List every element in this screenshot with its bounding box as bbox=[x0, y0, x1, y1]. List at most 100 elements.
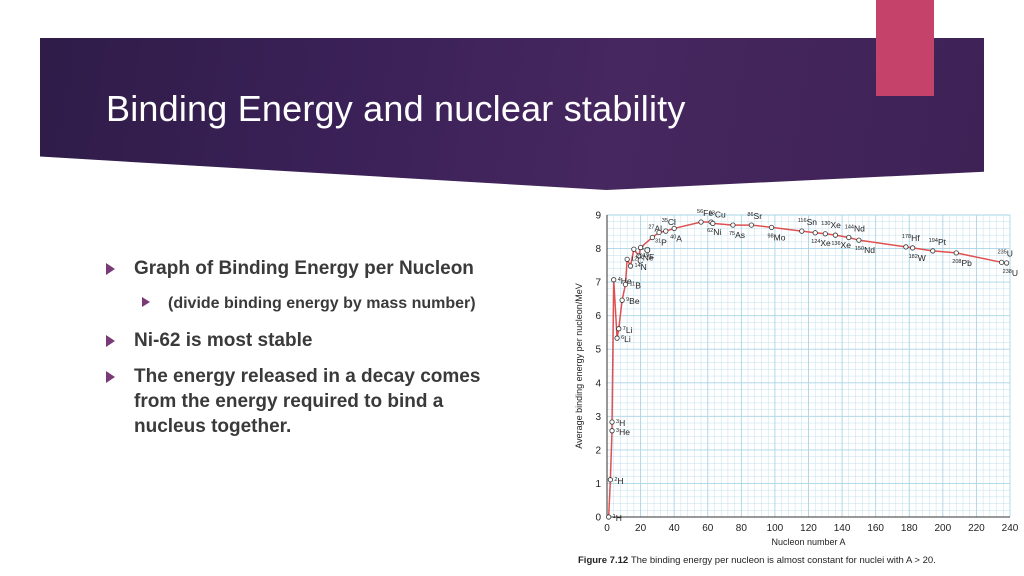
nuclide-label: 40A bbox=[670, 233, 682, 243]
nuclide-label: 235U bbox=[998, 248, 1013, 258]
data-point bbox=[609, 428, 615, 434]
nuclide-label: 12C bbox=[631, 255, 643, 265]
y-tick-label: 6 bbox=[595, 311, 601, 322]
x-tick-label: 20 bbox=[635, 523, 647, 534]
nuclide-label: 1H bbox=[613, 513, 622, 523]
accent-tab bbox=[876, 0, 934, 96]
y-tick-label: 7 bbox=[595, 278, 601, 289]
nuclide-label: 130Xe bbox=[821, 220, 841, 230]
y-tick-label: 8 bbox=[595, 244, 601, 255]
nuclide-label: 178Hf bbox=[902, 233, 920, 243]
nuclide-label: 98Mo bbox=[768, 232, 786, 242]
slide-title: Binding Energy and nuclear stability bbox=[106, 88, 686, 129]
data-point bbox=[730, 222, 736, 228]
y-tick-label: 2 bbox=[595, 445, 601, 456]
y-tick-label: 3 bbox=[595, 412, 601, 423]
nuclide-label: 35Cl bbox=[662, 217, 676, 227]
data-point bbox=[768, 224, 775, 231]
x-tick-label: 80 bbox=[736, 523, 748, 534]
nuclide-label: 4He bbox=[618, 276, 632, 286]
data-point bbox=[611, 277, 617, 283]
nuclide-label: 27Al bbox=[648, 223, 662, 233]
data-point bbox=[1004, 260, 1010, 266]
data-point bbox=[710, 220, 716, 226]
data-point bbox=[631, 246, 637, 252]
data-point bbox=[832, 232, 838, 238]
y-tick-label: 5 bbox=[595, 345, 601, 356]
nuclide-label: 31P bbox=[655, 237, 667, 247]
data-point bbox=[748, 222, 755, 228]
data-point bbox=[616, 326, 622, 332]
bullet-arrow-icon bbox=[106, 371, 115, 383]
x-tick-label: 180 bbox=[901, 523, 918, 534]
nuclide-label: 238U bbox=[1003, 268, 1018, 278]
bullet-item: The energy released in a decay comes fro… bbox=[106, 364, 566, 439]
data-point bbox=[619, 297, 625, 303]
binding-energy-chart: 0 20 40 60 80 100 120 140 160 180 200 220 2400123456… bbox=[574, 208, 1019, 566]
nuclide-label: 144Nd bbox=[845, 223, 865, 233]
data-point bbox=[614, 335, 620, 341]
x-tick-label: 60 bbox=[702, 523, 714, 534]
nuclide-label: 2H bbox=[614, 476, 623, 486]
x-tick-label: 140 bbox=[834, 523, 851, 534]
data-point bbox=[636, 253, 642, 259]
data-point bbox=[671, 225, 677, 232]
title-banner bbox=[40, 38, 984, 190]
x-tick-label: 240 bbox=[1002, 523, 1019, 534]
bullet-text: (divide binding energy by mass number) bbox=[168, 295, 476, 312]
figure-caption: Figure 7.12 The binding energy per nucle… bbox=[578, 555, 936, 566]
data-point bbox=[999, 259, 1005, 265]
bullet-text: Ni-62 is most stable bbox=[134, 330, 313, 351]
data-point bbox=[622, 281, 629, 288]
nuclide-label: 14N bbox=[635, 262, 647, 272]
data-point bbox=[698, 219, 704, 225]
nuclide-label: 19F bbox=[643, 252, 654, 262]
nuclide-label: 208Pb bbox=[952, 258, 972, 268]
x-tick-label: 100 bbox=[767, 523, 784, 534]
data-point bbox=[930, 248, 936, 254]
nuclide-label: 6Li bbox=[621, 334, 631, 344]
nuclide-label: 86Sr bbox=[747, 211, 762, 221]
data-point bbox=[846, 234, 852, 241]
y-tick-label: 1 bbox=[595, 479, 601, 490]
nuclide-label: 20Ne bbox=[637, 253, 654, 263]
nuclide-label: 182W bbox=[909, 253, 926, 263]
data-point bbox=[663, 228, 669, 234]
data-point bbox=[856, 237, 862, 243]
data-point bbox=[609, 419, 615, 425]
data-point bbox=[799, 228, 805, 234]
y-axis-label: Average binding energy per nucleon/MeV bbox=[574, 283, 584, 448]
bullet-text: Graph of Binding Energy per Nucleon bbox=[134, 258, 474, 279]
nuclide-label: 136Xe bbox=[831, 240, 851, 250]
data-point bbox=[656, 229, 662, 236]
data-point bbox=[910, 245, 916, 251]
x-tick-label: 0 bbox=[604, 523, 610, 534]
x-tick-label: 120 bbox=[800, 523, 817, 534]
data-point bbox=[649, 234, 655, 241]
x-tick-label: 200 bbox=[934, 523, 951, 534]
data-point bbox=[627, 263, 634, 269]
nuclide-label: 63Cu bbox=[709, 209, 726, 219]
bullet-item: Ni-62 is most stable bbox=[106, 328, 566, 353]
bullet-arrow-icon bbox=[142, 297, 150, 307]
bullet-text-line: nucleus together. bbox=[134, 416, 292, 437]
bullet-list: Graph of Binding Energy per Nucleon (div… bbox=[106, 256, 566, 439]
nuclide-label: 124Xe bbox=[811, 238, 831, 248]
y-tick-label: 9 bbox=[595, 211, 601, 222]
data-point bbox=[607, 477, 613, 483]
nuclide-label: 194Pt bbox=[929, 237, 947, 247]
nuclide-label: 9Be bbox=[626, 296, 640, 306]
nuclide-label: 56Fe bbox=[697, 208, 713, 218]
sub-bullet-item: (divide binding energy by mass number) bbox=[106, 291, 566, 316]
data-point bbox=[822, 231, 828, 237]
data-point bbox=[637, 244, 644, 251]
x-axis-label: Nucleon number A bbox=[771, 537, 845, 547]
data-point bbox=[606, 514, 612, 520]
bullet-item: Graph of Binding Energy per Nucleon bbox=[106, 256, 566, 281]
bullet-text: The energy released in a decay comes bbox=[134, 366, 481, 387]
bullet-arrow-icon bbox=[106, 335, 115, 347]
nuclide-label: 75As bbox=[729, 230, 745, 240]
y-tick-label: 0 bbox=[595, 513, 601, 524]
data-point bbox=[953, 250, 959, 256]
data-point bbox=[624, 256, 630, 262]
